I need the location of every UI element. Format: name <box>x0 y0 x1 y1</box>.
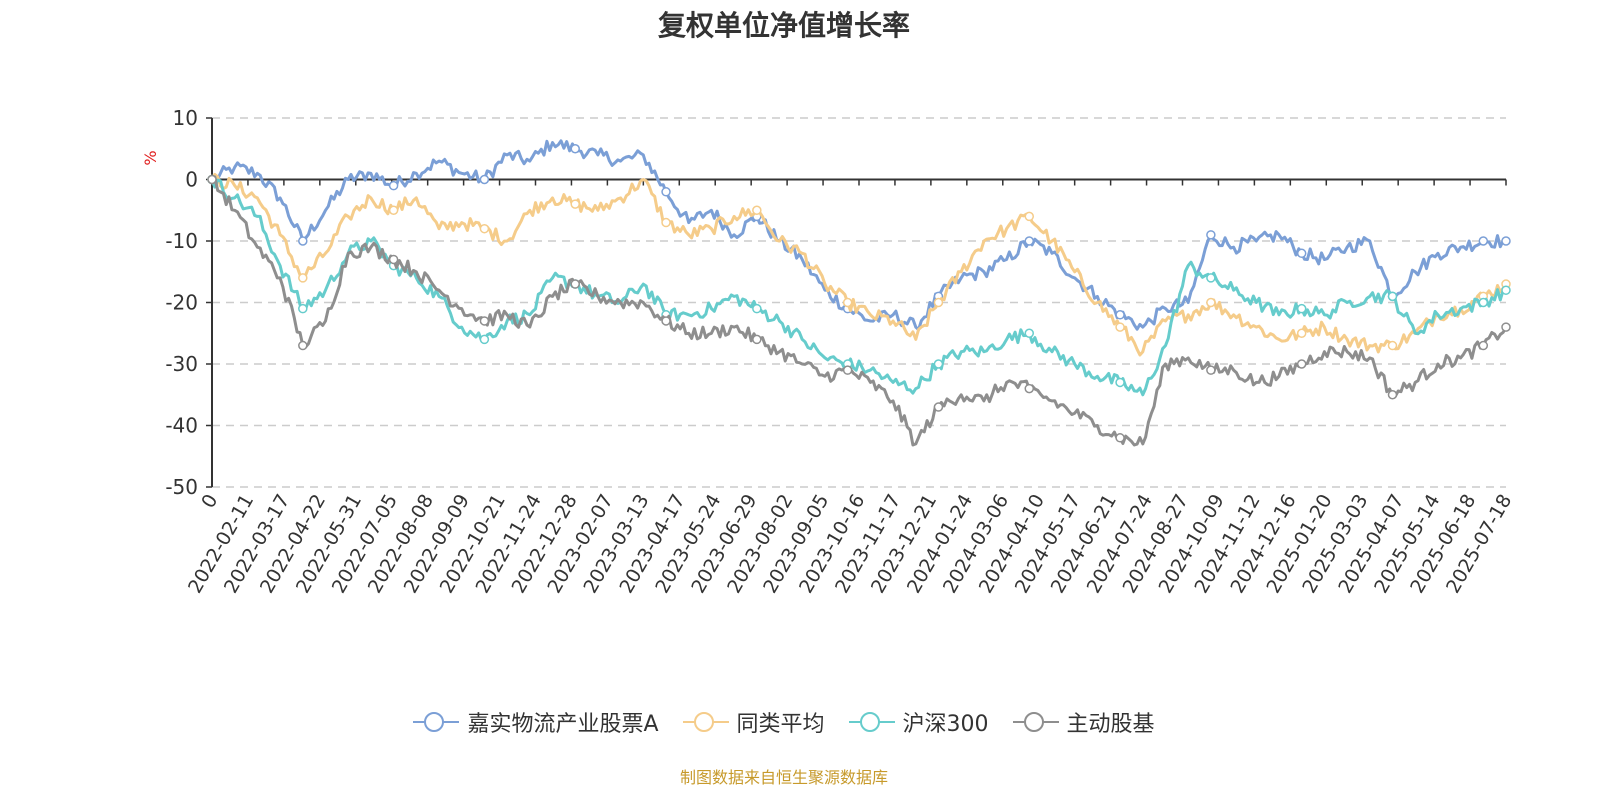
legend-item-0[interactable]: 嘉实物流产业股票A <box>413 706 659 738</box>
y-tick-label: -20 <box>165 291 198 315</box>
data-point <box>1206 273 1216 283</box>
y-axis-unit: % <box>141 150 160 165</box>
data-point <box>298 273 308 283</box>
data-point <box>479 223 490 234</box>
data-point <box>1115 433 1125 443</box>
series-line-0 <box>210 139 1507 332</box>
data-point <box>1206 365 1216 375</box>
legend-label: 主动股基 <box>1066 712 1155 737</box>
legend-item-3[interactable]: 主动股基 <box>1012 706 1155 738</box>
data-point <box>1206 297 1216 308</box>
data-point <box>570 144 580 154</box>
y-tick-label: 10 <box>173 106 198 130</box>
data-point <box>933 402 944 412</box>
source-note: 制图数据来自恒生聚源数据库 <box>679 768 888 787</box>
legend-label: 同类平均 <box>736 712 825 737</box>
data-point <box>933 297 944 308</box>
y-tick-label: 0 <box>185 168 198 192</box>
data-point <box>752 303 762 314</box>
legend-swatch-icon <box>682 710 729 734</box>
data-point <box>1296 248 1307 259</box>
data-point <box>570 279 580 289</box>
data-point <box>1206 230 1216 240</box>
y-tick-label: -10 <box>165 229 198 253</box>
data-point <box>661 217 671 228</box>
data-point <box>752 205 762 215</box>
y-tick-label: -40 <box>165 414 198 438</box>
data-point <box>1387 291 1398 302</box>
series-line-2 <box>210 178 1507 397</box>
x-tick-label: 0 <box>197 491 222 512</box>
legend-swatch-icon <box>413 710 460 734</box>
data-point <box>298 340 308 351</box>
series-lines <box>207 139 1511 447</box>
legend: 嘉实物流产业股票A 同类平均 沪深300 主动股基 <box>0 706 1568 738</box>
data-point <box>207 174 217 185</box>
data-point <box>1501 322 1511 332</box>
legend-swatch-icon <box>1012 710 1059 734</box>
y-tick-label: -50 <box>165 475 198 499</box>
data-point <box>388 205 399 215</box>
data-point <box>1024 236 1035 246</box>
line-chart: 100-10-20-30-40-50%02022-02-112022-03-17… <box>141 106 1516 597</box>
data-point <box>388 180 399 191</box>
legend-item-2[interactable]: 沪深300 <box>848 706 989 738</box>
data-point <box>1024 211 1035 222</box>
data-point <box>1478 297 1489 308</box>
data-point <box>1024 383 1035 394</box>
data-point <box>1478 236 1489 246</box>
y-tick-label: -30 <box>165 352 198 376</box>
data-point <box>1387 390 1398 400</box>
data-point <box>842 297 853 308</box>
data-point <box>842 365 853 375</box>
data-point <box>752 334 762 345</box>
data-point <box>1115 322 1125 332</box>
data-point <box>661 187 671 197</box>
data-point <box>1387 340 1398 351</box>
legend-label: 嘉实物流产业股票A <box>467 712 659 737</box>
data-point <box>298 236 308 246</box>
data-point <box>479 316 490 326</box>
data-point <box>298 303 308 314</box>
data-point <box>933 359 944 369</box>
data-point <box>1501 236 1511 246</box>
legend-item-1[interactable]: 同类平均 <box>682 706 825 738</box>
data-point <box>570 199 580 209</box>
chart-title: 复权单位净值增长率 <box>657 9 910 42</box>
data-point <box>1296 303 1307 314</box>
data-point <box>1296 359 1307 369</box>
data-point <box>661 316 671 326</box>
data-point <box>1296 328 1307 338</box>
data-point <box>1501 285 1511 295</box>
data-point <box>388 254 399 265</box>
data-point <box>1115 310 1125 320</box>
data-point <box>1115 377 1125 388</box>
legend-swatch-icon <box>848 710 895 734</box>
data-point <box>479 174 490 185</box>
legend-label: 沪深300 <box>902 712 989 737</box>
series-line-3 <box>211 175 1508 447</box>
data-point <box>1478 340 1489 351</box>
series-line-1 <box>210 172 1508 357</box>
data-point <box>479 334 490 345</box>
data-point <box>1024 328 1035 338</box>
grid-lines <box>212 117 1506 488</box>
